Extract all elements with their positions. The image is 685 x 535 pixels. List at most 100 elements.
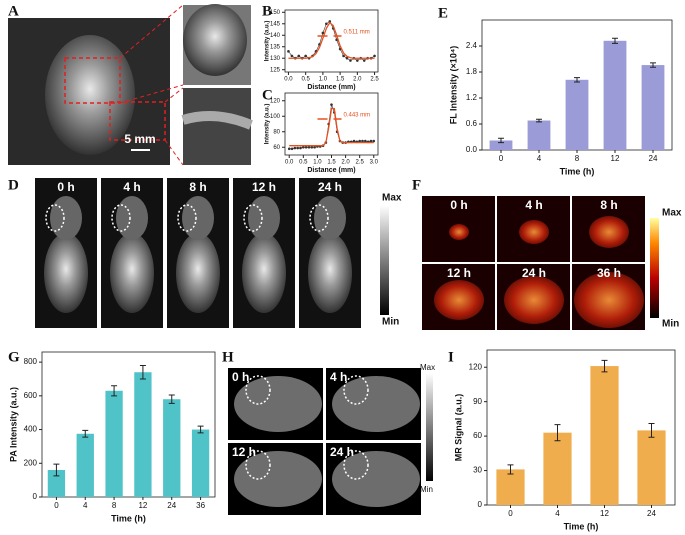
panel-a-images: 5 mm xyxy=(8,4,253,166)
image-content xyxy=(183,4,247,76)
image-content xyxy=(248,196,280,240)
x-axis-label: Distance (mm) xyxy=(307,84,355,91)
error-bar xyxy=(168,394,175,404)
x-tick-label: 24 xyxy=(167,501,176,510)
data-point xyxy=(287,50,290,53)
data-point xyxy=(296,146,299,150)
y-tick-label: 0 xyxy=(33,492,38,501)
annotation: 0.443 mm xyxy=(344,113,371,119)
data-point xyxy=(290,54,294,58)
roi xyxy=(309,204,329,232)
time-label: 0 h xyxy=(57,180,74,194)
y-tick-label: 1.2 xyxy=(466,93,478,102)
image-content xyxy=(50,196,82,240)
y-axis-label: FL Intensity (×10⁴) xyxy=(448,46,458,125)
y-tick-label: 80 xyxy=(273,129,280,135)
data-point xyxy=(290,147,294,151)
error-bar xyxy=(139,364,146,380)
bar xyxy=(590,366,619,505)
error-bar xyxy=(111,385,118,397)
y-tick-label: 200 xyxy=(24,458,38,467)
bar xyxy=(543,432,572,505)
panel-label: C xyxy=(262,87,273,103)
image-content xyxy=(110,233,154,313)
image-content xyxy=(589,216,629,248)
time-label: 0 h xyxy=(232,370,249,384)
x-tick-label: 2.5 xyxy=(356,160,365,166)
bar xyxy=(603,40,627,150)
profile-line xyxy=(288,21,375,59)
error-bar xyxy=(536,118,542,123)
x-tick-label: 0.5 xyxy=(301,77,310,83)
time-label: 12 h xyxy=(252,180,276,194)
data-point xyxy=(356,59,359,62)
image-content xyxy=(242,233,286,313)
data-point xyxy=(293,146,297,150)
y-tick-label: 600 xyxy=(24,391,38,400)
time-label: 24 h xyxy=(330,445,354,459)
y-tick-label: 130 xyxy=(270,56,281,62)
connector xyxy=(119,84,184,104)
colorbar-min: Min xyxy=(382,317,399,328)
time-label: 4 h xyxy=(123,180,140,194)
data-point xyxy=(297,54,301,58)
y-tick-label: 2.4 xyxy=(466,41,478,50)
x-axis-label: Distance (mm) xyxy=(307,167,355,174)
time-label: 24 h xyxy=(522,266,546,280)
data-point xyxy=(307,145,311,149)
data-point xyxy=(349,59,352,62)
y-tick-label: 125 xyxy=(270,67,281,73)
x-tick-label: 0 xyxy=(54,501,59,510)
panel-label: E xyxy=(438,5,448,21)
bar xyxy=(76,433,94,497)
image-content xyxy=(116,196,148,240)
colorbar-min: Min xyxy=(662,319,679,330)
roi xyxy=(243,204,263,232)
roi xyxy=(245,450,271,480)
x-tick-label: 24 xyxy=(649,154,658,163)
bar xyxy=(496,469,525,505)
data-point xyxy=(310,145,314,149)
data-point xyxy=(325,22,328,26)
y-tick-label: 0 xyxy=(478,500,483,509)
panel-label: H xyxy=(222,349,234,365)
image-content xyxy=(449,224,469,240)
data-point xyxy=(299,146,302,150)
y-tick-label: 120 xyxy=(469,362,483,371)
time-label: 24 h xyxy=(318,180,342,194)
bar xyxy=(134,372,152,497)
x-tick-label: 3.0 xyxy=(370,160,379,166)
error-bar xyxy=(507,464,514,475)
error-bar xyxy=(82,429,89,438)
x-tick-label: 2.0 xyxy=(341,160,350,166)
panel-label: B xyxy=(262,3,272,19)
colorbar xyxy=(426,373,433,481)
x-tick-label: 1.5 xyxy=(327,160,336,166)
panel-label: D xyxy=(8,177,19,193)
roi xyxy=(343,375,369,405)
image-content xyxy=(308,233,352,313)
y-axis-label: Intensity (a.u.) xyxy=(265,21,271,62)
image-content xyxy=(176,233,220,313)
image-content xyxy=(45,35,135,155)
y-tick-label: 145 xyxy=(270,21,281,27)
plot-frame xyxy=(284,9,379,73)
scale-label: 5 mm xyxy=(124,132,155,146)
y-tick-label: 30 xyxy=(473,466,482,475)
error-bar xyxy=(498,137,504,144)
x-tick-label: 8 xyxy=(575,154,580,163)
bar xyxy=(527,120,551,150)
colorbar-max: Max xyxy=(662,208,682,219)
error-bar xyxy=(648,422,655,438)
time-label: 12 h xyxy=(232,445,256,459)
y-tick-label: 135 xyxy=(270,44,281,50)
y-tick-label: 1.8 xyxy=(466,67,478,76)
x-tick-label: 12 xyxy=(138,501,147,510)
data-point xyxy=(373,54,376,58)
x-tick-label: 1.0 xyxy=(319,77,328,83)
error-bar xyxy=(574,77,580,83)
data-point xyxy=(345,56,349,60)
error-bar xyxy=(612,37,618,44)
data-point xyxy=(313,145,316,149)
